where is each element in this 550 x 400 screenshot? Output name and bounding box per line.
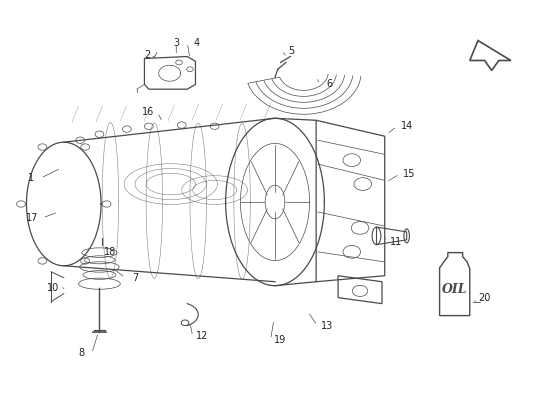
Text: 2: 2 — [145, 50, 151, 60]
Text: OIL: OIL — [442, 283, 467, 296]
Text: 7: 7 — [132, 273, 138, 283]
Text: 18: 18 — [104, 247, 117, 257]
Text: 4: 4 — [194, 38, 200, 48]
Text: 1: 1 — [28, 173, 34, 183]
Text: 11: 11 — [389, 237, 402, 247]
Text: 13: 13 — [321, 320, 333, 330]
Text: 14: 14 — [400, 121, 413, 131]
Text: 12: 12 — [196, 331, 209, 341]
Text: 10: 10 — [47, 283, 59, 293]
Text: 6: 6 — [327, 80, 333, 90]
Text: 3: 3 — [173, 38, 179, 48]
Text: 5: 5 — [288, 46, 295, 56]
Text: 8: 8 — [79, 348, 85, 358]
Text: 19: 19 — [274, 334, 287, 344]
Text: 16: 16 — [141, 107, 154, 117]
Text: 17: 17 — [26, 213, 39, 223]
Text: 20: 20 — [478, 293, 491, 303]
Text: 15: 15 — [403, 169, 416, 179]
